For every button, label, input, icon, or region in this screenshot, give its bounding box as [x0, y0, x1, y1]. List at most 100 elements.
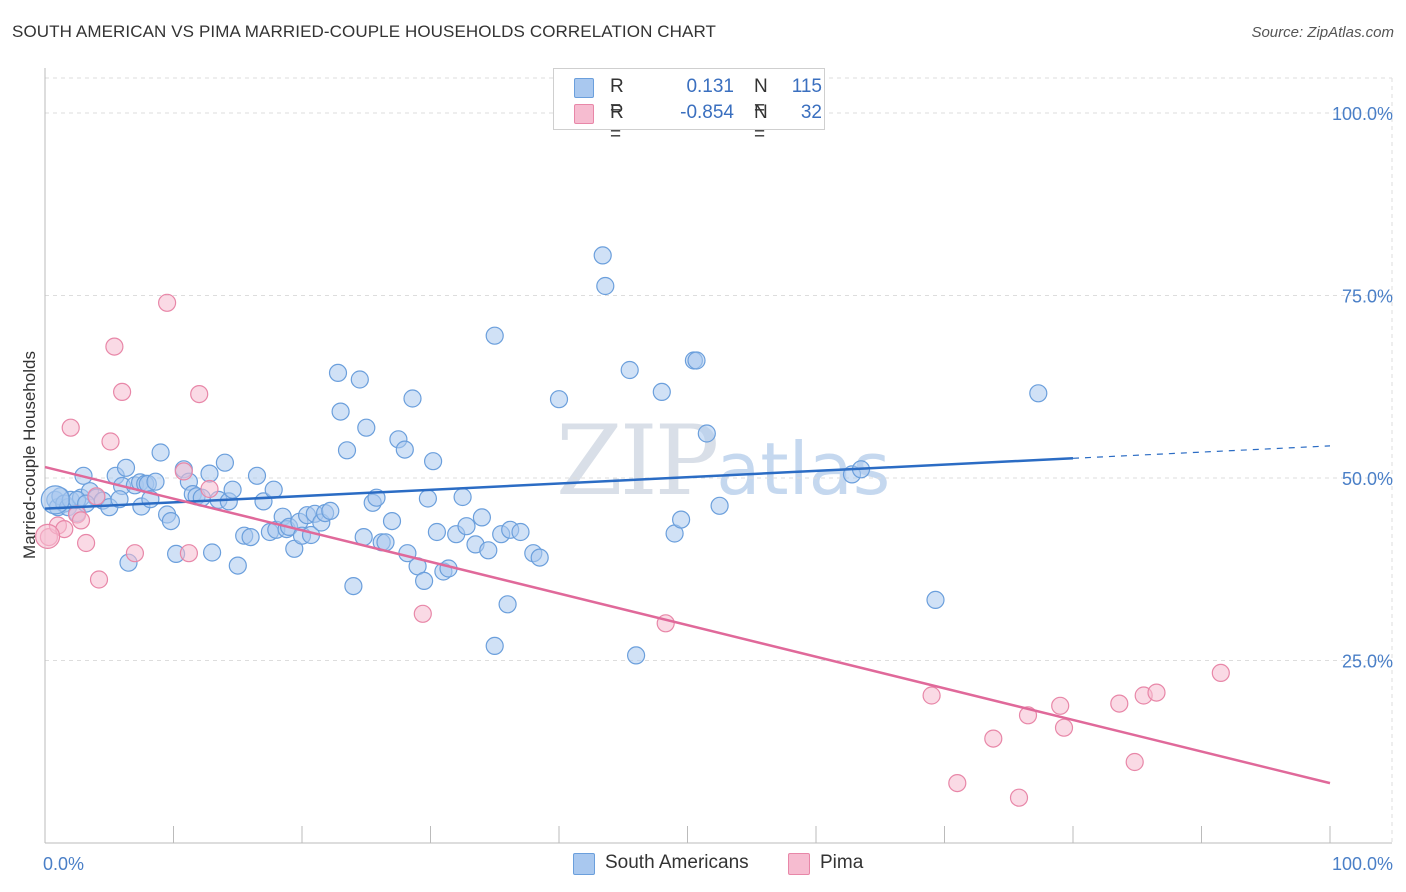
legend-r-value: -0.854: [680, 102, 734, 123]
legend-r-label: R =: [610, 76, 624, 119]
legend-n-label: N =: [754, 102, 768, 145]
pima-point: [71, 511, 91, 530]
correlation-legend: R = 0.131 N = 115 R = -0.854 N = 32: [553, 68, 825, 145]
chart-title: SOUTH AMERICAN VS PIMA MARRIED-COUPLE HO…: [12, 22, 717, 41]
pima-point: [200, 479, 219, 499]
south-americans-point: [453, 487, 472, 507]
south-americans-point: [344, 576, 363, 596]
south-americans-point: [382, 511, 402, 531]
pima-point: [1125, 752, 1144, 772]
south-americans-point: [593, 246, 612, 265]
south-americans-point: [427, 522, 446, 542]
pima-point: [101, 432, 120, 451]
south-americans-point: [620, 360, 639, 380]
legend-swatch-pink: [788, 853, 810, 875]
pima-cluster-point: [34, 523, 61, 550]
legend-swatch-blue: [573, 853, 595, 875]
axes: [44, 68, 1392, 844]
south-americans-point: [151, 443, 170, 462]
south-americans-point: [479, 541, 498, 560]
south-americans-point: [321, 501, 340, 520]
south-americans-point: [652, 382, 671, 401]
y-tick-label: 100.0%: [1332, 104, 1393, 124]
south-americans-point: [203, 543, 222, 562]
south-americans-point: [626, 646, 646, 665]
pima-point: [190, 385, 209, 404]
pima-point: [1110, 694, 1129, 713]
pima-point: [174, 462, 193, 481]
pima-point: [76, 533, 96, 553]
south-americans-point: [457, 517, 476, 536]
legend-label: South Americans: [605, 852, 749, 873]
legend-r-value: 0.131: [686, 76, 734, 97]
x-tick-label: 0.0%: [43, 854, 84, 874]
pima-point: [61, 418, 80, 437]
south-americans-point: [472, 508, 491, 527]
legend-r-label: R =: [610, 102, 624, 145]
south-americans-point: [328, 363, 348, 382]
south-americans-point: [1029, 384, 1048, 403]
pima-point: [125, 544, 144, 563]
tick-labels: 25.0% 50.0% 75.0% 100.0% 0.0% 100.0%: [43, 104, 1393, 874]
legend-n-value: 32: [800, 102, 822, 123]
y-axis-label: Married-couple Households: [20, 351, 39, 559]
south-americans-point: [146, 472, 165, 491]
watermark-zip: ZIP: [556, 405, 719, 517]
south-americans-point: [418, 489, 437, 508]
y-tick-label: 75.0%: [1342, 287, 1393, 307]
south-americans-point: [110, 490, 129, 509]
south-americans-point: [697, 424, 716, 443]
south-americans-point: [200, 464, 219, 483]
pima-point: [87, 487, 106, 506]
south-americans-point: [395, 440, 414, 459]
south-americans-point: [511, 522, 530, 542]
source-credit: Source: ZipAtlas.com: [1251, 24, 1394, 41]
south-americans-point: [424, 452, 443, 471]
south-americans-point: [415, 571, 434, 591]
south-americans-point: [241, 527, 260, 547]
pima-point: [179, 544, 198, 563]
pima-point: [158, 293, 177, 312]
south-americans-points: [40, 246, 1048, 665]
south-americans-point: [710, 496, 729, 515]
south-americans-point: [337, 441, 357, 460]
pima-point: [105, 337, 124, 356]
south-americans-point: [350, 370, 369, 389]
south-americans-point: [116, 458, 136, 477]
south-americans-point: [926, 590, 945, 610]
south-americans-point: [247, 466, 267, 485]
legend-swatch-blue: [574, 78, 594, 98]
pima-point: [984, 729, 1003, 748]
pima-point: [1054, 718, 1074, 737]
south-americans-point: [498, 595, 517, 614]
legend-n-label: N =: [754, 76, 768, 119]
pima-point: [922, 686, 941, 705]
south-americans-point: [485, 326, 504, 345]
pima-point: [112, 382, 132, 401]
south-americans-point: [264, 480, 283, 499]
legend-n-value: 115: [791, 76, 822, 97]
trend-lines: [44, 445, 1331, 785]
pima-trend-line: [44, 465, 1331, 785]
south-americans-point: [403, 389, 422, 408]
pima-point: [1051, 696, 1070, 715]
x-tick-label: 100.0%: [1332, 854, 1393, 874]
y-tick-label: 50.0%: [1342, 469, 1393, 489]
y-tick-label: 25.0%: [1342, 652, 1393, 672]
pima-points: [34, 293, 1230, 807]
pima-point: [1147, 683, 1166, 702]
south-americans-point: [161, 511, 180, 531]
south-americans-point: [485, 636, 504, 656]
south-americans-point: [357, 418, 376, 437]
south-americans-point: [530, 548, 549, 567]
south-americans-point: [228, 556, 247, 575]
south-americans-point: [671, 510, 691, 529]
pima-point: [948, 773, 967, 793]
legend-swatch-pink: [574, 104, 594, 124]
legend-label: Pima: [820, 852, 864, 873]
pima-point: [1211, 663, 1230, 683]
south-americans-trend-line: [44, 457, 1074, 510]
pima-point: [1009, 788, 1029, 807]
south-americans-point: [223, 480, 242, 499]
